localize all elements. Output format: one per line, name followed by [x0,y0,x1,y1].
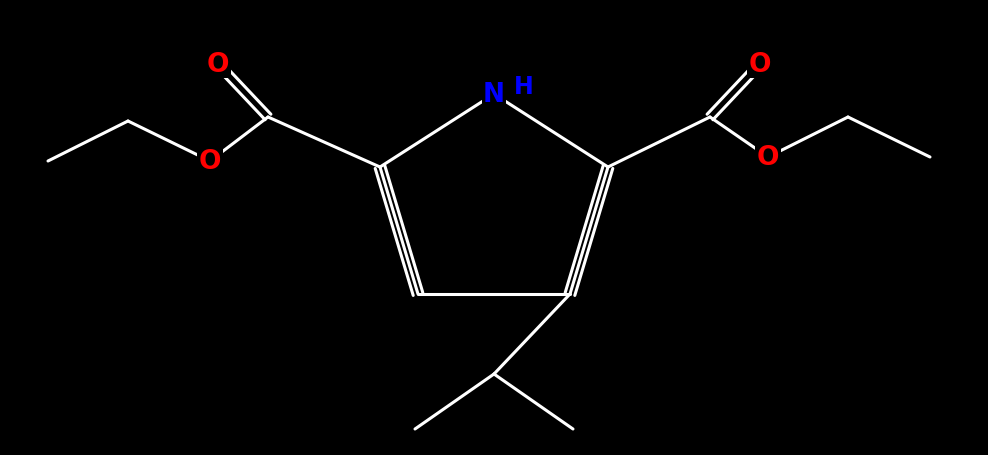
Text: H: H [514,75,534,99]
Text: O: O [206,52,229,78]
Text: O: O [757,145,780,171]
Text: N: N [483,82,505,108]
Text: O: O [199,149,221,175]
Text: O: O [749,52,772,78]
